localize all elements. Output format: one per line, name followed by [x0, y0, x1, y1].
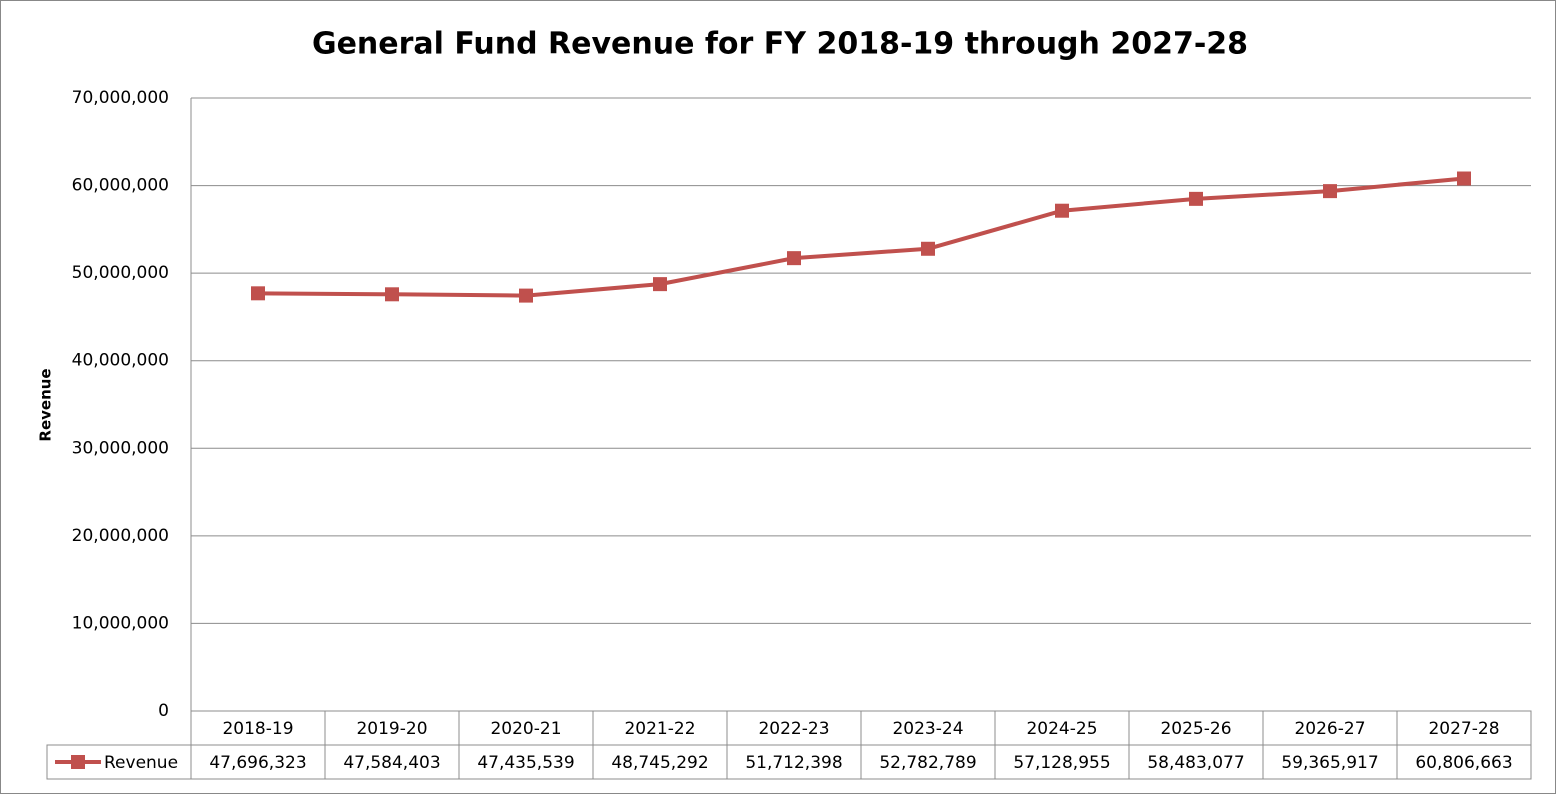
data-point — [653, 277, 667, 292]
data-point — [1323, 184, 1337, 199]
x-tick-label: 2018-19 — [222, 719, 293, 739]
table-value: 52,782,789 — [879, 753, 976, 773]
data-point — [519, 288, 533, 303]
y-tick-label: 20,000,000 — [72, 526, 169, 546]
data-point — [921, 241, 935, 256]
data-point — [1189, 191, 1203, 206]
data-point — [787, 251, 801, 266]
data-point — [1055, 203, 1069, 218]
table-value: 47,435,539 — [477, 753, 574, 773]
x-tick-label: 2023-24 — [892, 719, 963, 739]
x-tick-label: 2025-26 — [1160, 719, 1231, 739]
x-tick-label: 2021-22 — [624, 719, 695, 739]
table-grid — [46, 710, 1532, 780]
y-axis-title: Revenue — [37, 368, 55, 441]
x-tick-label: 2026-27 — [1294, 719, 1365, 739]
table-value: 58,483,077 — [1147, 753, 1244, 773]
x-tick-label: 2027-28 — [1428, 719, 1499, 739]
data-point — [1457, 171, 1471, 186]
y-tick-label: 40,000,000 — [72, 351, 169, 371]
y-tick-label: 10,000,000 — [72, 613, 169, 633]
y-tick-label: 70,000,000 — [72, 88, 169, 108]
table-value: 59,365,917 — [1281, 753, 1378, 773]
table-value: 48,745,292 — [611, 753, 708, 773]
data-point — [251, 286, 265, 301]
y-tick-label: 60,000,000 — [72, 176, 169, 196]
legend-marker — [71, 755, 85, 769]
chart-title: General Fund Revenue for FY 2018-19 thro… — [312, 27, 1248, 62]
table-value: 47,696,323 — [209, 753, 306, 773]
table-value: 57,128,955 — [1013, 753, 1110, 773]
x-tick-label: 2024-25 — [1026, 719, 1097, 739]
legend-label: Revenue — [104, 753, 178, 773]
x-tick-label: 2019-20 — [356, 719, 427, 739]
y-tick-label: 30,000,000 — [72, 438, 169, 458]
table-value: 60,806,663 — [1415, 753, 1512, 773]
table-value: 47,584,403 — [343, 753, 440, 773]
table-value: 51,712,398 — [745, 753, 842, 773]
data-point — [385, 287, 399, 302]
x-tick-label: 2022-23 — [758, 719, 829, 739]
y-tick-label: 50,000,000 — [72, 263, 169, 283]
y-tick-label: 0 — [158, 701, 169, 721]
x-tick-label: 2020-21 — [490, 719, 561, 739]
series-line — [257, 176, 1465, 298]
